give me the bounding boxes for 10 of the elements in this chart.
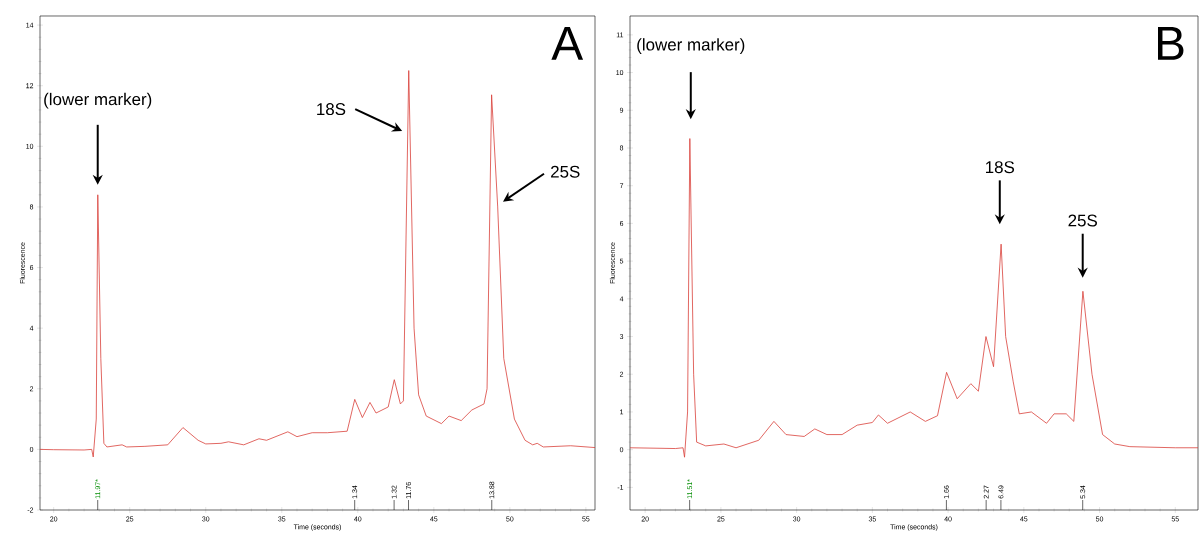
chart-title: B [1158, 26, 1184, 60]
annotation: 18S [986, 161, 1015, 174]
annotation: 18S [317, 103, 346, 116]
line-series [39, 70, 596, 458]
annotation: 25S [551, 165, 580, 178]
annotation: (lower marker) [637, 38, 745, 54]
chart-title: A [551, 26, 584, 60]
line-series [629, 138, 1199, 458]
annotation: 25S [1068, 214, 1097, 227]
annotation: (lower marker) [44, 92, 152, 109]
